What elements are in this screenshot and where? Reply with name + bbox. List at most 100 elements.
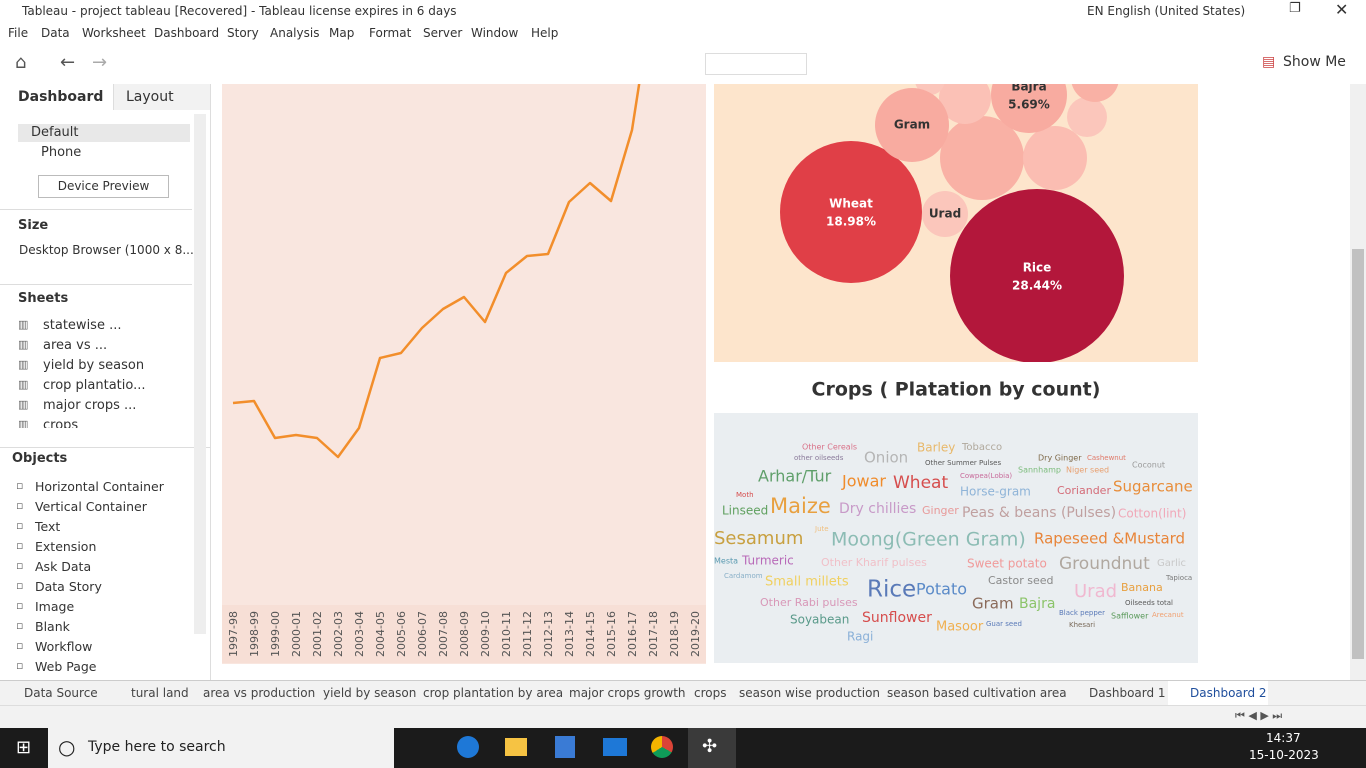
word[interactable]: Masoor xyxy=(936,620,984,635)
sidebar-tab[interactable]: Dashboard xyxy=(18,89,104,105)
word[interactable]: Dry Ginger xyxy=(1038,454,1082,463)
menu-item[interactable]: Story xyxy=(227,26,259,40)
redo-button[interactable]: → xyxy=(92,52,108,73)
word[interactable]: Other Kharif pulses xyxy=(821,556,927,569)
sheet-item[interactable]: crop plantatio... xyxy=(43,378,146,393)
word[interactable]: Peas & beans (Pulses) xyxy=(962,505,1116,521)
device-default[interactable]: Default xyxy=(31,125,79,140)
bubble[interactable] xyxy=(1071,54,1119,102)
word[interactable]: Ragi xyxy=(847,630,873,644)
word[interactable]: Wheat xyxy=(893,473,948,493)
sheet-tab[interactable]: season wise production xyxy=(739,686,881,700)
word[interactable]: Arhar/Tur xyxy=(758,467,832,486)
store-icon[interactable] xyxy=(555,736,575,758)
word[interactable]: Tobacco xyxy=(961,442,1002,453)
word[interactable]: Barley xyxy=(917,441,955,455)
word[interactable]: Arecanut xyxy=(1152,611,1184,619)
word[interactable]: Soyabean xyxy=(790,613,849,627)
object-item[interactable]: Workflow xyxy=(35,639,93,654)
word[interactable]: Potato xyxy=(916,580,967,599)
word[interactable]: Rice xyxy=(867,577,916,603)
word[interactable]: Guar seed xyxy=(986,620,1022,628)
sheet-tab[interactable]: season based cultivation area xyxy=(887,686,1067,700)
explorer-icon[interactable] xyxy=(505,738,527,756)
menu-item[interactable]: Worksheet xyxy=(82,26,146,40)
restore-button[interactable]: ❐ xyxy=(1289,1,1301,16)
word[interactable]: Sweet potato xyxy=(967,557,1047,571)
menu-item[interactable]: File xyxy=(8,26,29,40)
menu-item[interactable]: Window xyxy=(471,26,519,40)
menu-item[interactable]: Map xyxy=(329,26,355,40)
sheet-tab[interactable]: Dashboard 1 xyxy=(1089,686,1166,700)
bubble[interactable] xyxy=(991,57,1067,133)
show-me-button[interactable]: Show Me xyxy=(1283,54,1346,70)
word[interactable]: Sesamum xyxy=(714,528,803,549)
word[interactable]: Other Summer Pulses xyxy=(925,459,1001,467)
word[interactable]: Cotton(lint) xyxy=(1118,507,1186,521)
word[interactable]: Bajra xyxy=(1019,596,1055,612)
word[interactable]: Cardamom xyxy=(724,572,763,580)
sheet-tab[interactable]: crop plantation by area xyxy=(423,686,564,700)
object-item[interactable]: Blank xyxy=(35,619,70,634)
word[interactable]: Jute xyxy=(814,525,829,533)
object-item[interactable]: Vertical Container xyxy=(35,499,147,514)
language-selector[interactable]: EN English (United States) xyxy=(1087,4,1246,18)
sheet-tab[interactable]: area vs production xyxy=(203,686,316,700)
object-item[interactable]: Extension xyxy=(35,539,97,554)
bubble[interactable] xyxy=(1067,97,1107,137)
word[interactable]: Maize xyxy=(770,494,831,518)
sheet-item[interactable]: crops xyxy=(43,418,79,428)
bubble[interactable] xyxy=(940,116,1024,200)
edge-icon[interactable] xyxy=(457,736,479,758)
word[interactable]: Rapeseed &Mustard xyxy=(1034,530,1185,548)
scrollbar[interactable] xyxy=(1350,84,1366,680)
word[interactable]: Other Rabi pulses xyxy=(760,596,858,609)
sheet-item[interactable]: major crops ... xyxy=(43,398,137,413)
sheet-item[interactable]: area vs ... xyxy=(43,338,108,353)
word[interactable]: Cowpea(Lobia) xyxy=(960,472,1012,480)
menu-item[interactable]: Dashboard xyxy=(154,26,220,40)
object-item[interactable]: Text xyxy=(35,519,61,534)
word[interactable]: other oilseeds xyxy=(794,454,844,462)
object-item[interactable]: Image xyxy=(35,599,75,614)
close-button[interactable]: ✕ xyxy=(1335,0,1349,19)
word[interactable]: Linseed xyxy=(722,504,768,518)
tableau-icon[interactable]: ✣ xyxy=(688,728,736,768)
chrome-icon[interactable] xyxy=(651,736,673,758)
search-box[interactable]: ○ Type here to search xyxy=(48,728,394,768)
word[interactable]: Tapioca xyxy=(1165,574,1192,582)
object-item[interactable]: Web Page xyxy=(35,659,97,674)
object-item[interactable]: Horizontal Container xyxy=(35,479,164,494)
sidebar-tab[interactable]: Layout xyxy=(126,89,174,105)
bubble[interactable] xyxy=(780,141,922,283)
dropdown[interactable] xyxy=(705,53,807,75)
bubble[interactable] xyxy=(922,191,968,237)
word[interactable]: Safflower xyxy=(1111,612,1149,621)
word[interactable]: Sannhamp xyxy=(1018,466,1061,475)
sheet-tab[interactable]: tural land xyxy=(131,686,189,700)
object-item[interactable]: Data Story xyxy=(35,579,102,594)
word[interactable]: Moong(Green Gram) xyxy=(831,529,1026,551)
word[interactable]: Black pepper xyxy=(1059,609,1105,617)
word[interactable]: Ginger xyxy=(922,504,959,517)
menu-item[interactable]: Help xyxy=(531,26,559,40)
word[interactable]: Moth xyxy=(736,491,754,499)
undo-button[interactable]: ← xyxy=(60,52,76,73)
object-item[interactable]: Ask Data xyxy=(35,559,92,574)
word[interactable]: Onion xyxy=(864,449,908,467)
mail-icon[interactable] xyxy=(603,738,627,756)
sheet-item[interactable]: yield by season xyxy=(43,358,145,373)
word[interactable]: Coconut xyxy=(1132,461,1165,470)
sheet-tab[interactable]: Dashboard 2 xyxy=(1190,686,1267,700)
word[interactable]: Urad xyxy=(1074,581,1117,602)
word[interactable]: Niger seed xyxy=(1066,466,1109,475)
word[interactable]: Horse-gram xyxy=(960,485,1031,499)
sheet-tab[interactable]: Data Source xyxy=(24,686,98,700)
menu-item[interactable]: Server xyxy=(423,26,463,40)
word[interactable]: Khesari xyxy=(1069,621,1095,629)
word[interactable]: Small millets xyxy=(765,575,849,590)
word[interactable]: Mesta xyxy=(714,557,738,566)
bubble[interactable] xyxy=(1023,126,1087,190)
word[interactable]: Banana xyxy=(1121,581,1163,594)
sheet-tab[interactable]: major crops growth xyxy=(569,686,686,700)
